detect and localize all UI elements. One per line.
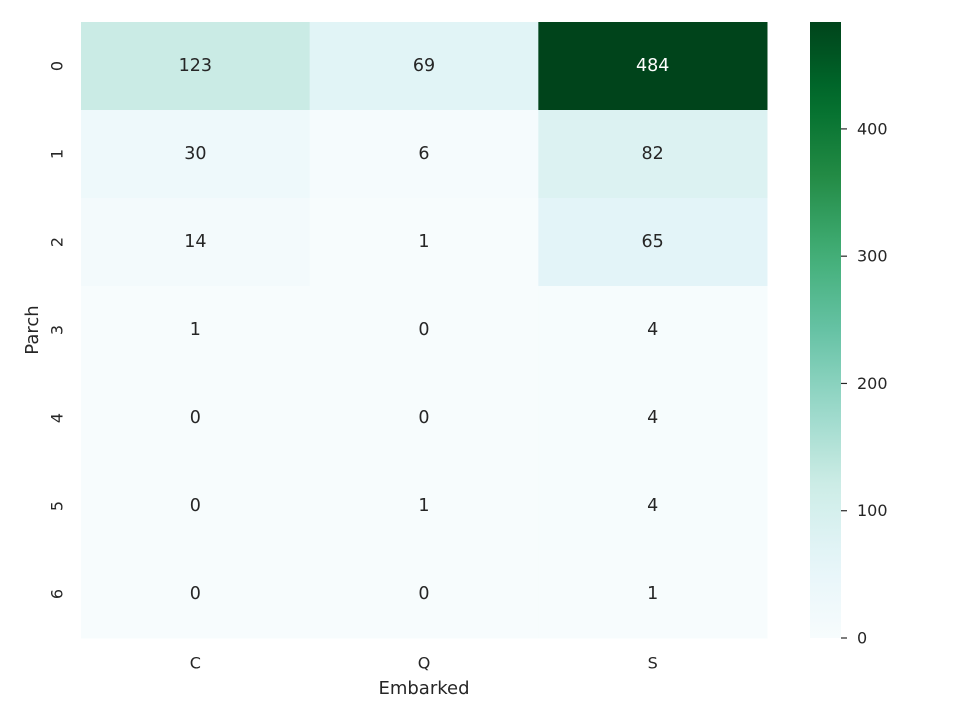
heatmap-cell-label: 484 <box>636 56 669 76</box>
colorbar-tick-label: 400 <box>857 119 888 138</box>
heatmap-cell <box>81 286 311 375</box>
x-tick-label: Q <box>418 654 431 673</box>
heatmap-cell <box>309 462 539 551</box>
x-tick-label: C <box>190 654 201 673</box>
heatmap-cell-label: 30 <box>184 144 206 164</box>
heatmap-cell <box>538 22 768 111</box>
heatmap-cell <box>538 550 768 639</box>
heatmap-cell <box>538 374 768 463</box>
heatmap-cell-label: 1 <box>418 496 429 516</box>
heatmap-cells <box>81 22 768 639</box>
heatmap-cell-label: 0 <box>418 408 429 428</box>
heatmap-cell-label: 4 <box>647 496 658 516</box>
heatmap-cell <box>309 286 539 375</box>
y-tick-label: 6 <box>48 589 67 599</box>
heatmap-cell-label: 14 <box>184 232 206 252</box>
y-axis-label: Parch <box>22 305 43 354</box>
heatmap-cell <box>81 198 311 287</box>
heatmap-cell-label: 0 <box>190 496 201 516</box>
heatmap-cell <box>81 462 311 551</box>
colorbar-tick-label: 0 <box>857 629 867 648</box>
heatmap-cell <box>309 110 539 199</box>
heatmap-cell <box>81 110 311 199</box>
colorbar-tick-label: 100 <box>857 501 888 520</box>
heatmap-cell <box>81 550 311 639</box>
y-tick-label: 3 <box>48 325 67 335</box>
heatmap-cell <box>309 198 539 287</box>
x-tick-label: S <box>648 654 658 673</box>
heatmap-cell <box>538 198 768 287</box>
colorbar-gradient <box>810 22 841 638</box>
colorbar: 0 100 200 300 400 <box>810 22 888 648</box>
heatmap-cell-label: 6 <box>418 144 429 164</box>
heatmap-cell-label: 123 <box>179 56 212 76</box>
heatmap-cell-label: 0 <box>418 320 429 340</box>
heatmap-cell <box>538 286 768 375</box>
colorbar-tick-label: 300 <box>857 247 888 266</box>
heatmap-cell-label: 1 <box>190 320 201 340</box>
heatmap-cell <box>538 462 768 551</box>
y-tick-label: 4 <box>48 413 67 423</box>
y-tick-label: 5 <box>48 501 67 511</box>
heatmap-cell-label: 0 <box>418 584 429 604</box>
y-axis-ticks: 0 1 2 3 4 5 6 <box>48 61 67 599</box>
x-axis-label: Embarked <box>378 678 469 699</box>
heatmap-cell-label: 82 <box>642 144 664 164</box>
heatmap-cell-label: 65 <box>642 232 664 252</box>
heatmap-cell <box>309 550 539 639</box>
heatmap-cell-label: 4 <box>647 408 658 428</box>
heatmap-cell-label: 0 <box>190 408 201 428</box>
heatmap-cell-label: 0 <box>190 584 201 604</box>
heatmap-cell-label: 4 <box>647 320 658 340</box>
heatmap-cell <box>309 374 539 463</box>
heatmap-cell <box>309 22 539 111</box>
heatmap-cell-label: 69 <box>413 56 435 76</box>
heatmap-cell <box>81 374 311 463</box>
colorbar-ticks: 0 100 200 300 400 <box>841 119 888 648</box>
y-tick-label: 1 <box>48 149 67 159</box>
colorbar-tick-label: 200 <box>857 374 888 393</box>
heatmap-cell-label: 1 <box>647 584 658 604</box>
heatmap-cell <box>81 22 311 111</box>
heatmap-cell-label: 1 <box>418 232 429 252</box>
y-tick-label: 0 <box>48 61 67 71</box>
y-tick-label: 2 <box>48 237 67 247</box>
heatmap-cell <box>538 110 768 199</box>
